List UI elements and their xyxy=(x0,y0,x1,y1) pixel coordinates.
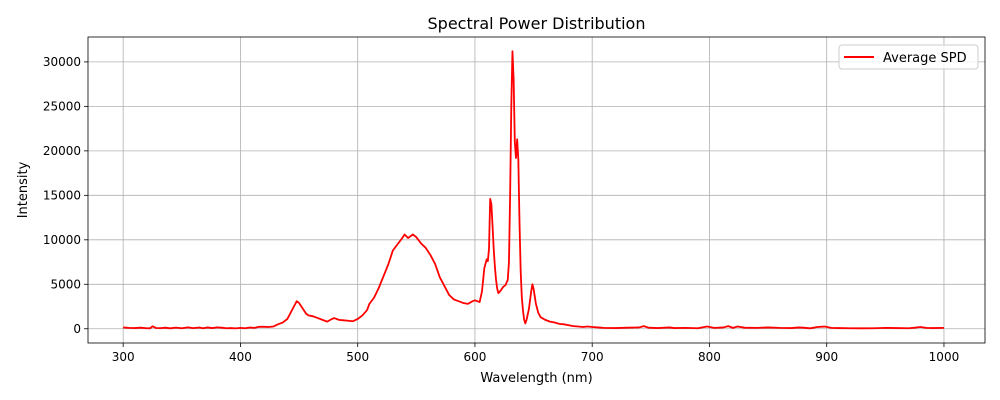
x-tick-label: 600 xyxy=(463,350,486,364)
y-tick-label: 0 xyxy=(73,322,81,336)
x-axis-title: Wavelength (nm) xyxy=(480,371,592,386)
y-tick-label: 20000 xyxy=(43,144,81,158)
y-axis-title: Intensity xyxy=(16,161,31,218)
x-tick-label: 900 xyxy=(815,350,838,364)
legend: Average SPD xyxy=(838,44,979,70)
plot-area-frame xyxy=(87,36,986,344)
grid-lines xyxy=(88,37,985,343)
legend-label-average-spd: Average SPD xyxy=(883,51,967,66)
y-tick-label: 15000 xyxy=(43,188,81,202)
axis-ticks: 300 400 500 600 700 800 900 1000050001000015000… xyxy=(43,55,959,364)
x-tick-label: 700 xyxy=(581,350,604,364)
y-tick-label: 25000 xyxy=(43,99,81,113)
y-tick-label: 5000 xyxy=(50,277,81,291)
y-tick-label: 10000 xyxy=(43,233,81,247)
x-tick-label: 800 xyxy=(698,350,721,364)
x-tick-label: 1000 xyxy=(929,350,960,364)
y-tick-label: 30000 xyxy=(43,55,81,69)
chart-title: Spectral Power Distribution xyxy=(428,14,646,33)
legend-box xyxy=(838,44,979,70)
series-line-average-spd xyxy=(123,50,944,330)
x-tick-label: 500 xyxy=(346,350,369,364)
x-tick-label: 300 xyxy=(112,350,135,364)
x-tick-label: 400 xyxy=(229,350,252,364)
series-layer xyxy=(123,50,944,330)
